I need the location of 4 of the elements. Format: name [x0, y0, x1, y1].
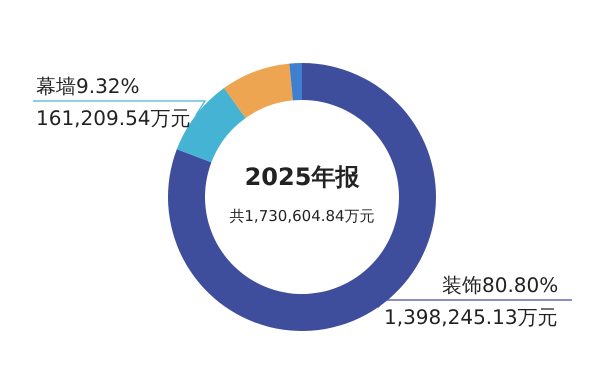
slice-label: 装饰80.80% 1,398,245.13万元 — [384, 273, 558, 329]
slice-label: 幕墙9.32% 161,209.54万元 — [36, 74, 191, 130]
text: 共1,730,604.84万元 — [229, 207, 375, 225]
text: 2025年报 — [244, 163, 360, 191]
